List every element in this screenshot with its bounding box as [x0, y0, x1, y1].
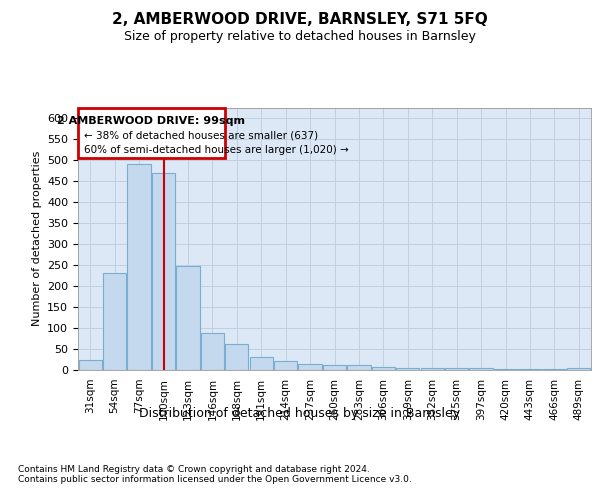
Bar [421, 368, 444, 370]
Bar [518, 368, 542, 370]
Bar [372, 366, 395, 370]
Bar [323, 365, 346, 370]
Bar [469, 368, 493, 370]
Bar [298, 364, 322, 370]
Bar [201, 333, 224, 370]
Text: 2, AMBERWOOD DRIVE, BARNSLEY, S71 5FQ: 2, AMBERWOOD DRIVE, BARNSLEY, S71 5FQ [112, 12, 488, 28]
Y-axis label: Number of detached properties: Number of detached properties [32, 151, 41, 326]
Bar [225, 344, 248, 370]
Text: Distribution of detached houses by size in Barnsley: Distribution of detached houses by size … [139, 408, 461, 420]
Bar [127, 164, 151, 370]
Text: 60% of semi-detached houses are larger (1,020) →: 60% of semi-detached houses are larger (… [84, 146, 349, 156]
Bar [543, 368, 566, 370]
Bar [103, 274, 126, 370]
Bar [152, 172, 175, 370]
Bar [347, 365, 371, 370]
Bar [396, 368, 419, 370]
Text: ← 38% of detached houses are smaller (637): ← 38% of detached houses are smaller (63… [84, 130, 318, 140]
Bar [274, 361, 297, 370]
Bar [445, 368, 468, 370]
Text: 2 AMBERWOOD DRIVE: 99sqm: 2 AMBERWOOD DRIVE: 99sqm [57, 116, 245, 126]
Bar [250, 358, 273, 370]
Text: Size of property relative to detached houses in Barnsley: Size of property relative to detached ho… [124, 30, 476, 43]
Bar [494, 368, 517, 370]
Bar [79, 360, 102, 370]
Bar [176, 266, 200, 370]
Bar [567, 368, 590, 370]
Text: Contains HM Land Registry data © Crown copyright and database right 2024.
Contai: Contains HM Land Registry data © Crown c… [18, 465, 412, 484]
